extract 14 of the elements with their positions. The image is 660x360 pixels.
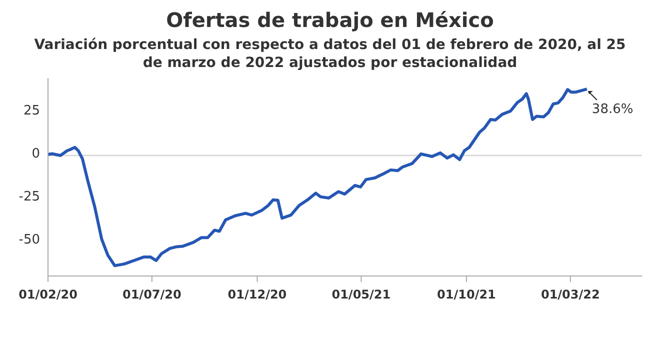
x-tick-label: 01/10/21 [437,288,496,302]
x-tick-label: 01/02/20 [18,288,78,302]
x-tick-label: 01/12/20 [228,288,287,302]
x-tick-label: 01/05/21 [332,288,391,302]
annotation: 38.6% [592,102,634,118]
chart-title: Ofertas de trabajo en México [165,8,495,32]
y-tick-label: 25 [23,104,40,119]
x-tick-label: 01/07/20 [122,288,182,302]
x-tick-label: 01/03/22 [540,288,600,302]
chart-subtitle: Variación porcentual con respecto a datos del 01 de febrero de 2020, al 25 de marzo de 2022 ajustados por estacionalidad [33,36,627,72]
y-tick-label: -50 [18,232,40,248]
y-tick-label: 0 [32,146,40,162]
line-series [48,88,588,268]
y-tick-label: -25 [18,190,40,205]
